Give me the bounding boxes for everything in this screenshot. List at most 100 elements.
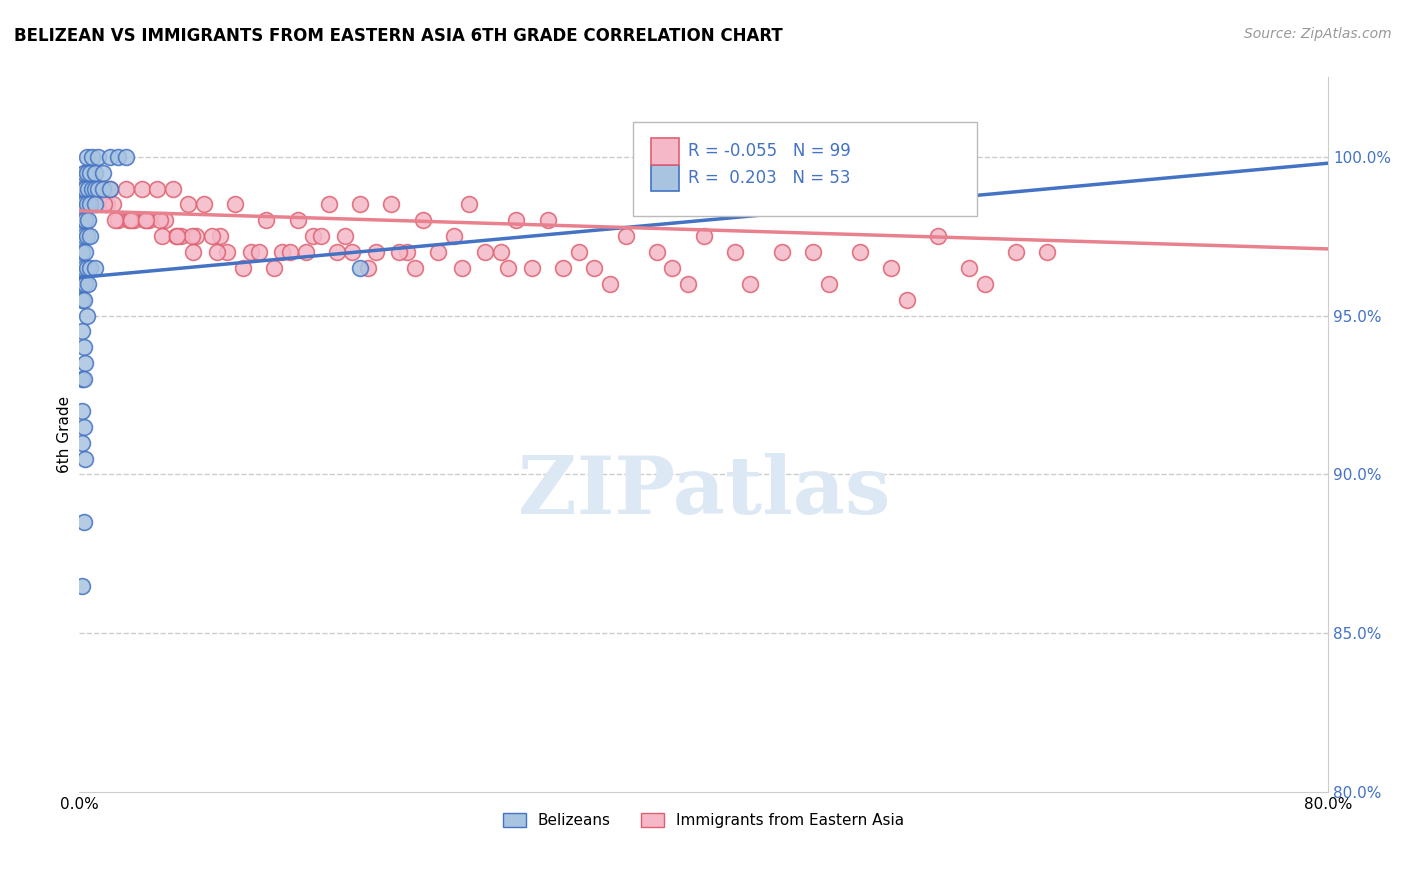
Text: R =  0.203   N = 53: R = 0.203 N = 53 xyxy=(688,169,851,187)
Point xyxy=(676,277,699,291)
Point xyxy=(498,260,520,275)
Point xyxy=(83,197,105,211)
Point xyxy=(294,245,316,260)
Point xyxy=(70,213,93,227)
Point xyxy=(75,181,97,195)
Point xyxy=(104,213,127,227)
Point xyxy=(87,197,110,211)
Point xyxy=(79,181,101,195)
Text: ZIPatlas: ZIPatlas xyxy=(517,453,890,531)
Point xyxy=(70,181,93,195)
Point xyxy=(75,166,97,180)
Point xyxy=(79,197,101,211)
Point xyxy=(79,260,101,275)
Point xyxy=(77,213,100,227)
Point xyxy=(177,197,200,211)
Point xyxy=(193,197,215,211)
Point xyxy=(75,451,97,466)
Point xyxy=(427,245,450,260)
Point xyxy=(91,181,114,195)
Point xyxy=(76,309,98,323)
Point xyxy=(957,260,980,275)
Point xyxy=(450,260,472,275)
Point xyxy=(70,404,93,418)
Point xyxy=(333,229,356,244)
Point xyxy=(278,245,301,260)
Point xyxy=(75,213,97,227)
Point xyxy=(73,340,96,354)
Point xyxy=(388,245,411,260)
Point xyxy=(90,197,112,211)
Point xyxy=(474,245,496,260)
Point xyxy=(325,245,347,260)
Point xyxy=(395,245,418,260)
Point xyxy=(205,245,228,260)
Point xyxy=(536,213,558,227)
Point xyxy=(342,245,364,260)
Point xyxy=(165,229,187,244)
Point xyxy=(380,197,402,211)
Point xyxy=(880,260,903,275)
Point xyxy=(692,229,714,244)
Point xyxy=(169,229,191,244)
Point xyxy=(84,197,107,211)
Point xyxy=(162,181,184,195)
Point xyxy=(70,293,93,307)
Point xyxy=(412,213,434,227)
Point xyxy=(73,197,96,211)
Point xyxy=(134,213,156,227)
Point xyxy=(614,229,637,244)
Point xyxy=(489,245,512,260)
Point xyxy=(1005,245,1028,260)
Text: Source: ZipAtlas.com: Source: ZipAtlas.com xyxy=(1244,27,1392,41)
Point xyxy=(70,578,93,592)
Point xyxy=(80,197,103,211)
Point xyxy=(973,277,995,291)
Point xyxy=(166,229,188,244)
Point xyxy=(848,245,870,260)
Point xyxy=(115,181,138,195)
Point xyxy=(309,229,332,244)
Point xyxy=(150,229,173,244)
Point xyxy=(232,260,254,275)
Point xyxy=(256,213,278,227)
Point xyxy=(70,325,93,339)
Point xyxy=(98,181,121,195)
Point xyxy=(107,213,129,227)
Point xyxy=(1036,245,1059,260)
Point xyxy=(75,356,97,370)
Point xyxy=(181,245,204,260)
Point xyxy=(77,181,100,195)
Point xyxy=(146,181,169,195)
Point xyxy=(70,435,93,450)
Point xyxy=(103,197,125,211)
Point xyxy=(661,260,683,275)
Point xyxy=(239,245,262,260)
Point xyxy=(349,260,371,275)
Point xyxy=(118,213,141,227)
Point xyxy=(87,150,110,164)
Point xyxy=(76,260,98,275)
Point xyxy=(927,229,949,244)
Point xyxy=(73,419,96,434)
Point xyxy=(73,515,96,529)
Y-axis label: 6th Grade: 6th Grade xyxy=(58,396,72,474)
Point xyxy=(107,150,129,164)
Point xyxy=(87,181,110,195)
Point xyxy=(98,150,121,164)
Point xyxy=(318,197,340,211)
Point xyxy=(73,166,96,180)
Point xyxy=(404,260,426,275)
Point xyxy=(75,277,97,291)
Text: R = -0.055   N = 99: R = -0.055 N = 99 xyxy=(688,142,851,161)
Point xyxy=(458,197,481,211)
Point xyxy=(77,181,100,195)
Point xyxy=(70,372,93,386)
Point xyxy=(75,245,97,260)
Point xyxy=(83,260,105,275)
Point xyxy=(247,245,270,260)
Point xyxy=(73,293,96,307)
Text: BELIZEAN VS IMMIGRANTS FROM EASTERN ASIA 6TH GRADE CORRELATION CHART: BELIZEAN VS IMMIGRANTS FROM EASTERN ASIA… xyxy=(14,27,783,45)
Point xyxy=(217,245,239,260)
Point xyxy=(76,229,98,244)
